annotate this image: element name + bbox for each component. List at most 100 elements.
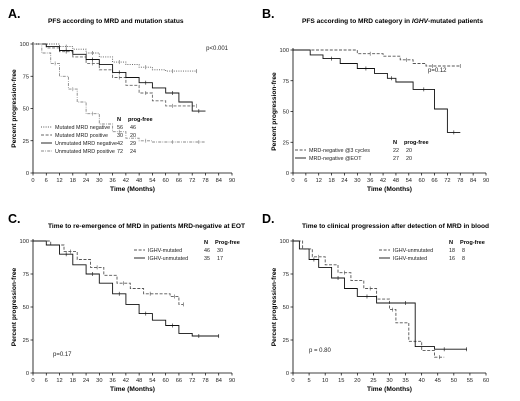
km-curve-1 xyxy=(293,49,461,67)
legend-progfree: 30 xyxy=(217,248,223,254)
legend-n: 72 xyxy=(117,149,123,155)
legend-series-name: IGHV-mutated xyxy=(393,256,427,262)
km-curve-1 xyxy=(33,43,197,72)
x-tick-label: 25 xyxy=(370,378,376,384)
y-axis-label: Percent progression-free xyxy=(271,267,278,346)
x-tick-label: 30 xyxy=(96,178,102,184)
x-axis-label: Time (Months) xyxy=(367,186,412,193)
chart-title: PFS according to MRD category in IGHV-mu… xyxy=(302,18,483,25)
p-value: p = 0.80 xyxy=(309,348,332,354)
legend-header-n: N xyxy=(117,117,121,123)
x-tick-label: 24 xyxy=(83,178,89,184)
legend-n: 30 xyxy=(117,133,123,139)
legend: N Prog-free IGHV-unmutated 18 8 IGHV-mutated 1… xyxy=(379,240,485,262)
x-tick-label: 0 xyxy=(31,178,34,184)
legend-header-progfree: Prog-free xyxy=(215,240,240,246)
panel-label: D. xyxy=(262,212,275,226)
x-tick-label: 45 xyxy=(435,378,441,384)
km-curve-4 xyxy=(33,43,206,143)
x-tick-label: 60 xyxy=(163,378,169,384)
panel-c: C. Time to re-emergence of MRD in patient… xyxy=(8,212,245,393)
x-tick-label: 35 xyxy=(402,378,408,384)
legend-progfree: 8 xyxy=(462,248,465,254)
y-tick-label: 25 xyxy=(23,338,29,344)
km-curve-2 xyxy=(33,43,197,107)
legend: N Prog-free IGHV-mutated 46 30 IGHV-unmutated… xyxy=(134,240,240,262)
km-curve-1 xyxy=(33,240,184,305)
x-tick-label: 42 xyxy=(123,178,129,184)
x-tick-label: 6 xyxy=(304,178,307,184)
x-tick-label: 90 xyxy=(229,378,235,384)
x-tick-label: 84 xyxy=(216,378,222,384)
x-tick-label: 48 xyxy=(393,178,399,184)
x-tick-label: 0 xyxy=(31,378,34,384)
legend-series-name: Unmutated MRD negative xyxy=(55,141,117,147)
x-tick-label: 36 xyxy=(109,378,115,384)
title-part: PFS according to MRD category in xyxy=(302,18,412,25)
y-tick-label: 75 xyxy=(283,79,289,85)
x-axis-label: Time (Months) xyxy=(367,386,412,393)
y-tick-label: 100 xyxy=(20,42,30,48)
legend-header-n: N xyxy=(449,240,453,246)
y-tick-label: 0 xyxy=(286,171,289,177)
y-tick-label: 0 xyxy=(26,371,29,377)
x-tick-label: 60 xyxy=(163,178,169,184)
x-tick-label: 30 xyxy=(96,378,102,384)
y-tick-label: 50 xyxy=(283,305,289,311)
chart-title: PFS according to MRD and mutation status xyxy=(48,18,184,25)
y-tick-label: 50 xyxy=(283,110,289,116)
x-tick-label: 54 xyxy=(406,178,412,184)
legend-header-n: N xyxy=(393,140,397,146)
y-axis-label: Percent progression-free xyxy=(271,72,278,151)
x-tick-label: 12 xyxy=(56,178,62,184)
panel-d: D. Time to clinical progression after det… xyxy=(262,212,489,393)
x-tick-label: 30 xyxy=(354,178,360,184)
legend-n: 46 xyxy=(204,248,210,254)
legend-series-name: MRD-negative @EOT xyxy=(309,156,362,162)
legend-header-n: N xyxy=(204,240,208,246)
x-tick-label: 18 xyxy=(70,378,76,384)
x-tick-label: 6 xyxy=(45,178,48,184)
x-tick-label: 24 xyxy=(341,178,347,184)
km-curve-2 xyxy=(293,240,467,350)
y-tick-label: 25 xyxy=(283,338,289,344)
x-tick-label: 5 xyxy=(307,378,310,384)
y-tick-label: 100 xyxy=(280,239,290,245)
x-tick-label: 90 xyxy=(483,178,489,184)
x-tick-label: 36 xyxy=(367,178,373,184)
x-tick-label: 10 xyxy=(322,378,328,384)
x-tick-label: 84 xyxy=(216,178,222,184)
legend-series-name: MRD-negative @3 cycles xyxy=(309,148,370,154)
legend-header-progfree: prog-free xyxy=(404,140,429,146)
chart-title: Time to re-emergence of MRD in patients … xyxy=(48,223,245,230)
y-tick-label: 50 xyxy=(23,107,29,113)
legend-progfree: 20 xyxy=(406,148,412,154)
x-axis-label: Time (Months) xyxy=(110,386,155,393)
x-tick-label: 54 xyxy=(149,378,155,384)
x-tick-label: 15 xyxy=(338,378,344,384)
x-tick-label: 18 xyxy=(70,178,76,184)
x-tick-label: 40 xyxy=(419,378,425,384)
x-tick-label: 66 xyxy=(176,378,182,384)
legend-progfree: 46 xyxy=(130,125,136,131)
x-tick-label: 20 xyxy=(354,378,360,384)
legend-n: 16 xyxy=(449,256,455,262)
x-tick-label: 78 xyxy=(457,178,463,184)
x-tick-label: 50 xyxy=(451,378,457,384)
panel-label: A. xyxy=(8,7,21,21)
y-tick-label: 100 xyxy=(280,48,290,54)
y-axis-label: Percent progression-free xyxy=(11,69,18,148)
y-tick-label: 75 xyxy=(23,272,29,278)
chart-title: Time to clinical progression after detec… xyxy=(302,223,489,230)
legend-progfree: 29 xyxy=(130,141,136,147)
x-tick-label: 18 xyxy=(328,178,334,184)
x-tick-label: 60 xyxy=(419,178,425,184)
x-tick-label: 78 xyxy=(202,178,208,184)
x-tick-label: 30 xyxy=(386,378,392,384)
y-axis-label: Percent progression-free xyxy=(11,267,18,346)
x-tick-label: 0 xyxy=(291,178,294,184)
x-tick-label: 42 xyxy=(123,378,129,384)
legend-series-name: IGHV-unmutated xyxy=(393,248,433,254)
